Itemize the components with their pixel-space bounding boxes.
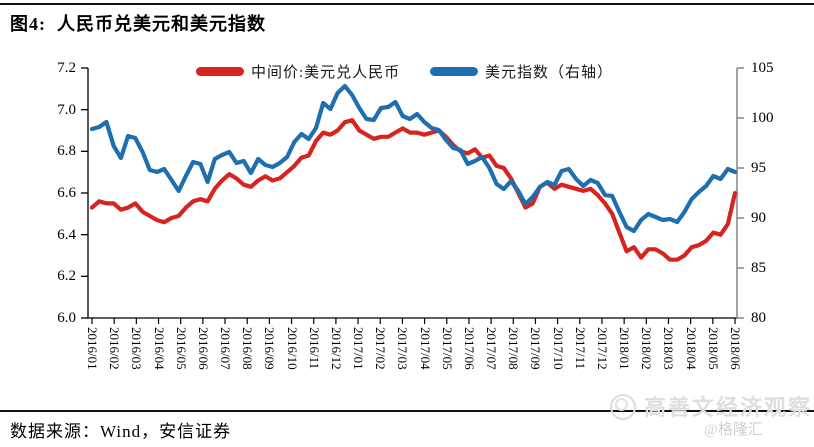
y-axis-right-tick-label: 80	[751, 310, 766, 326]
legend-item-usdcny: 中间价:美元兑人民币	[196, 61, 400, 82]
legend-item-dollar-index: 美元指数（右轴）	[430, 61, 613, 82]
x-axis-tick-label: 2017/11	[572, 327, 588, 370]
watermark-title: 高善文经济观察	[644, 395, 813, 420]
y-axis-left-tick-label: 6.4	[57, 226, 76, 243]
y-axis-left-tick-label: 7.2	[57, 60, 76, 76]
x-axis-tick-label: 2016/06	[195, 327, 211, 370]
legend-label-usdcny: 中间价:美元兑人民币	[251, 65, 401, 81]
watermark-handle: @格隆汇	[704, 422, 763, 438]
x-axis-tick-label: 2018/06	[728, 327, 743, 370]
x-axis-tick-label: 2016/04	[151, 327, 167, 370]
x-axis-tick-label: 2016/03	[129, 327, 145, 370]
y-axis-right-tick-label: 90	[751, 210, 766, 226]
legend-label-dollar-index: 美元指数（右轴）	[485, 65, 614, 81]
x-axis-tick-label: 2017/09	[528, 327, 544, 370]
x-axis-tick-label: 2017/10	[550, 327, 566, 370]
x-axis-tick-label: 2016/11	[306, 327, 322, 370]
legend-swatch-red-line	[196, 67, 244, 76]
y-axis-left-tick-label: 6.6	[57, 185, 76, 201]
y-axis-right-tick-label: 85	[751, 260, 766, 276]
x-axis-tick-label: 2017/04	[417, 327, 433, 370]
x-axis-tick-label: 2018/03	[661, 327, 677, 370]
bottom-divider	[0, 410, 814, 412]
x-axis-tick-label: 2016/02	[107, 327, 123, 370]
x-axis-tick-label: 2017/02	[373, 327, 389, 370]
top-divider	[0, 3, 814, 5]
legend-swatch-blue-line	[430, 67, 478, 76]
x-axis-tick-label: 2018/05	[705, 327, 721, 370]
x-axis-tick-label: 2016/01	[85, 327, 100, 370]
y-axis-left-tick-label: 6.2	[57, 268, 76, 285]
y-axis-left-tick-label: 6.0	[57, 310, 76, 326]
x-axis-tick-label: 2016/07	[218, 327, 234, 370]
x-axis-tick-label: 2017/12	[594, 327, 610, 370]
x-axis-tick-label: 2017/07	[484, 327, 500, 370]
watermark: 高善文经济观察 @格隆汇	[600, 388, 814, 444]
series-line-dollar-index	[89, 83, 738, 234]
x-axis-tick-label: 2018/04	[683, 327, 699, 370]
watermark-logo-icon	[610, 394, 636, 420]
chart-title: 图4: 人民币兑美元和美元指数	[10, 14, 266, 34]
series-line-usdcny-fixing	[89, 117, 738, 262]
x-axis-tick-label: 2016/12	[328, 327, 344, 370]
y-axis-left-tick-label: 7.0	[57, 101, 76, 118]
y-axis-right-tick-label: 95	[751, 160, 766, 176]
y-axis-left-tick-label: 6.8	[57, 143, 76, 160]
x-axis-tick-label: 2017/08	[506, 327, 522, 370]
data-source-note: 数据来源：Wind，安信证券	[10, 422, 232, 441]
x-axis-tick-label: 2017/03	[395, 327, 411, 370]
x-axis-tick-label: 2016/08	[240, 327, 256, 370]
x-axis-tick-label: 2016/10	[284, 327, 300, 370]
y-axis-right-tick-label: 100	[751, 110, 774, 126]
x-axis-tick-label: 2017/05	[439, 327, 455, 370]
x-axis-tick-label: 2016/09	[262, 327, 278, 370]
y-axis-right-tick-label: 105	[751, 60, 774, 76]
x-axis-tick-label: 2018/02	[639, 327, 655, 370]
x-axis-tick-label: 2018/01	[617, 327, 633, 370]
x-axis-tick-label: 2016/05	[173, 327, 189, 370]
x-axis-tick-label: 2017/06	[461, 327, 477, 370]
x-axis-tick-label: 2017/01	[351, 327, 367, 370]
